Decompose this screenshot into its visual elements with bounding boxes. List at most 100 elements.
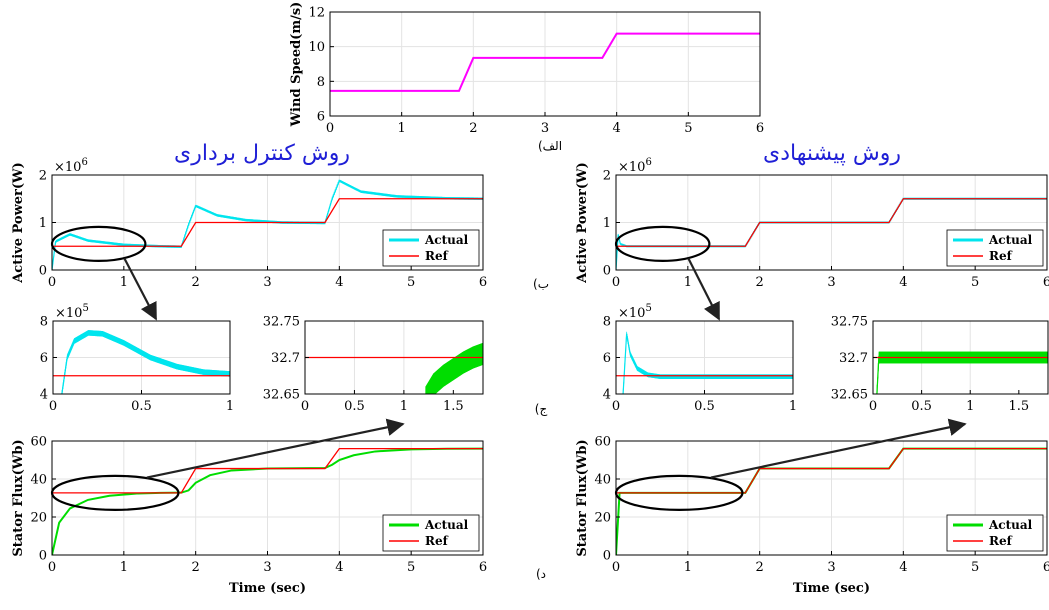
- series-group: [305, 342, 483, 394]
- y-axis-label: Active Power(W): [575, 162, 590, 284]
- y-tick-label: 20: [594, 511, 611, 526]
- x-tick-label: 0: [869, 399, 877, 414]
- x-tick-label: 3: [263, 560, 271, 575]
- y-tick-label: 4: [603, 388, 611, 403]
- series-group: [53, 330, 230, 394]
- series-ref: [52, 447, 483, 494]
- legend-box: [382, 514, 480, 552]
- panel-letter-b: (ب: [533, 277, 549, 291]
- x-tick-label: 2: [756, 275, 764, 290]
- legend: Actual Ref: [946, 229, 1044, 267]
- x-tick-label: 6: [1043, 275, 1049, 290]
- x-tick-label: 5: [684, 121, 692, 136]
- x-tick-label: 5: [971, 275, 979, 290]
- x-tick-label: 3: [827, 275, 835, 290]
- x-tick-label: 4: [613, 121, 621, 136]
- series-actual: [61, 332, 230, 394]
- legend-label-ref: Ref: [989, 534, 1013, 548]
- legend-box: [946, 514, 1044, 552]
- axis-exponent: ×106: [54, 157, 88, 175]
- x-tick-label: 1.5: [1008, 399, 1029, 414]
- y-tick-label: 32.7: [839, 351, 868, 366]
- x-tick-label: 1: [400, 399, 408, 414]
- y-tick-label: 60: [594, 435, 611, 450]
- y-tick-label: 32.65: [831, 388, 868, 403]
- chart-zoom_flux_proposed: 0 0.5 1 1.5 32.65 32.7 32.75: [831, 315, 1049, 414]
- legend: Actual Ref: [946, 514, 1044, 552]
- y-tick-label: 32.75: [263, 315, 300, 330]
- y-tick-label: 2: [603, 169, 611, 184]
- x-tick-label: 5: [971, 560, 979, 575]
- y-tick-label: 0: [39, 549, 47, 564]
- series-actual: [52, 179, 483, 270]
- zoom-arrow-power-vector: [123, 257, 157, 321]
- y-tick-label: 10: [308, 40, 325, 55]
- x-tick-label: 1: [966, 399, 974, 414]
- legend-label-actual: Actual: [424, 518, 469, 532]
- x-tick-label: 0: [48, 275, 56, 290]
- x-tick-label: 0.5: [694, 399, 715, 414]
- x-tick-label: 0.5: [911, 399, 932, 414]
- axis-exponent: ×105: [618, 303, 652, 321]
- y-tick-label: 20: [30, 511, 47, 526]
- axis-exponent-power: 6: [645, 157, 651, 168]
- y-tick-label: 12: [308, 6, 325, 21]
- legend-label-ref: Ref: [425, 249, 449, 263]
- legend: Actual Ref: [382, 229, 480, 267]
- y-tick-label: 2: [39, 169, 47, 184]
- x-tick-label: 0: [326, 121, 334, 136]
- y-axis-label: Stator Flux(Wb): [11, 439, 26, 556]
- x-tick-label: 0.5: [344, 399, 365, 414]
- y-axis-label: Stator Flux(Wb): [575, 439, 590, 556]
- x-tick-label: 2: [469, 121, 477, 136]
- series-group: [52, 179, 483, 270]
- y-tick-label: 6: [317, 110, 325, 125]
- chart-zoom_power_proposed: 0 0.5 1 4 6 8 ×105: [603, 303, 797, 414]
- legend-label-actual: Actual: [988, 518, 1033, 532]
- series-actual-ripple: [61, 330, 230, 394]
- y-tick-label: 0: [603, 264, 611, 279]
- chart-zoom_power_vector: 0 0.5 1 4 6 8 ×105: [40, 303, 234, 414]
- y-tick-label: 6: [603, 351, 611, 366]
- x-axis-label: Time (sec): [229, 581, 306, 596]
- x-tick-label: 5: [407, 560, 415, 575]
- series-ref: [52, 198, 483, 247]
- y-tick-label: 1: [603, 216, 611, 231]
- series-group: [616, 447, 1047, 555]
- series-actual: [52, 447, 483, 555]
- x-tick-label: 1.5: [443, 399, 464, 414]
- x-tick-label: 5: [407, 275, 415, 290]
- heading-left: روش کنترل برداری: [174, 141, 350, 166]
- series-group: [873, 351, 1048, 394]
- legend-label-actual: Actual: [988, 233, 1033, 247]
- axis-exponent-power: 6: [81, 157, 87, 168]
- series-actual-band: [52, 179, 483, 270]
- x-tick-label: 1: [120, 275, 128, 290]
- x-tick-label: 3: [263, 275, 271, 290]
- chart-zoom_flux_vector: 0 0.5 1 1.5 32.65 32.7 32.75: [263, 315, 484, 414]
- zoom-ellipse-power-vector: [50, 225, 147, 262]
- x-tick-label: 4: [335, 275, 343, 290]
- panel-letter-a: (الف: [538, 139, 562, 153]
- x-tick-label: 4: [335, 560, 343, 575]
- heading-right: روش پیشنهادی: [763, 141, 901, 166]
- y-tick-label: 40: [594, 473, 611, 488]
- zoom-arrow-power-proposed: [687, 257, 720, 321]
- x-tick-label: 1: [789, 399, 797, 414]
- y-tick-label: 32.75: [831, 315, 868, 330]
- y-tick-label: 8: [40, 315, 48, 330]
- legend-box: [382, 229, 480, 267]
- y-tick-label: 0: [39, 264, 47, 279]
- x-tick-label: 0.5: [131, 399, 152, 414]
- y-axis-label: Active Power(W): [11, 162, 26, 284]
- x-tick-label: 2: [192, 275, 200, 290]
- x-tick-label: 0: [48, 560, 56, 575]
- x-tick-label: 3: [827, 560, 835, 575]
- series-group: [52, 447, 483, 555]
- legend-label-actual: Actual: [424, 233, 469, 247]
- x-tick-label: 1: [120, 560, 128, 575]
- axis-exponent: ×105: [55, 303, 89, 321]
